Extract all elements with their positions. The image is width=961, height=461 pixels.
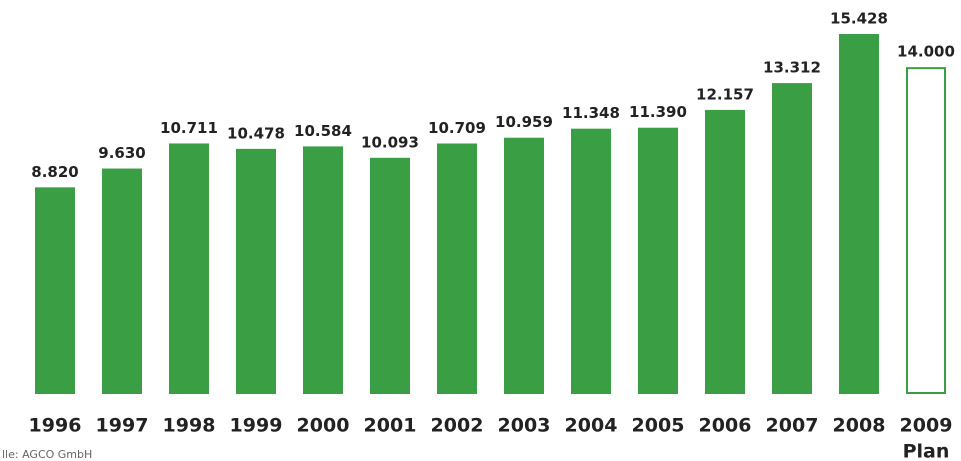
value-label: 10.478 (227, 124, 285, 142)
x-tick-label: 1996 (29, 415, 82, 437)
x-tick-label: 1998 (163, 415, 216, 437)
bar (35, 187, 75, 394)
value-label: 15.428 (830, 10, 888, 28)
value-label: 10.709 (428, 119, 486, 137)
x-tick-label: 2003 (498, 415, 551, 437)
x-tick-label: 2005 (632, 415, 685, 437)
bar (370, 157, 410, 394)
bar (772, 83, 812, 394)
x-tick-label: 2001 (364, 415, 417, 437)
bar (303, 146, 343, 394)
value-label: 10.093 (361, 133, 419, 151)
value-label: 13.312 (763, 59, 821, 77)
x-tick-label: 2007 (766, 415, 819, 437)
x-tick-label: 2000 (297, 415, 350, 437)
x-tick-label: 2002 (431, 415, 484, 437)
value-label: 11.348 (562, 104, 620, 122)
value-label: 9.630 (98, 144, 145, 162)
bar (705, 109, 745, 394)
bar (638, 127, 678, 395)
value-label: 12.157 (696, 85, 754, 103)
value-label: 10.584 (294, 122, 352, 140)
bar (169, 143, 209, 394)
plan-label: Plan (903, 441, 950, 461)
bar (839, 34, 879, 394)
bar (102, 168, 142, 394)
source-note: lle: AGCO GmbH (2, 448, 92, 461)
value-label: 10.959 (495, 113, 553, 131)
bar (906, 67, 946, 395)
bar (504, 137, 544, 394)
bar (437, 143, 477, 394)
value-label: 8.820 (31, 163, 78, 181)
x-tick-label: 2006 (699, 415, 752, 437)
bar (571, 128, 611, 394)
x-tick-label: 1997 (96, 415, 149, 437)
value-label: 14.000 (897, 43, 955, 61)
bar (236, 148, 276, 394)
x-tick-label: 2009 (900, 415, 953, 437)
value-label: 11.390 (629, 103, 687, 121)
value-label: 10.711 (160, 119, 218, 137)
x-tick-label: 1999 (230, 415, 283, 437)
x-tick-label: 2004 (565, 415, 618, 437)
x-tick-label: 2008 (833, 415, 886, 437)
